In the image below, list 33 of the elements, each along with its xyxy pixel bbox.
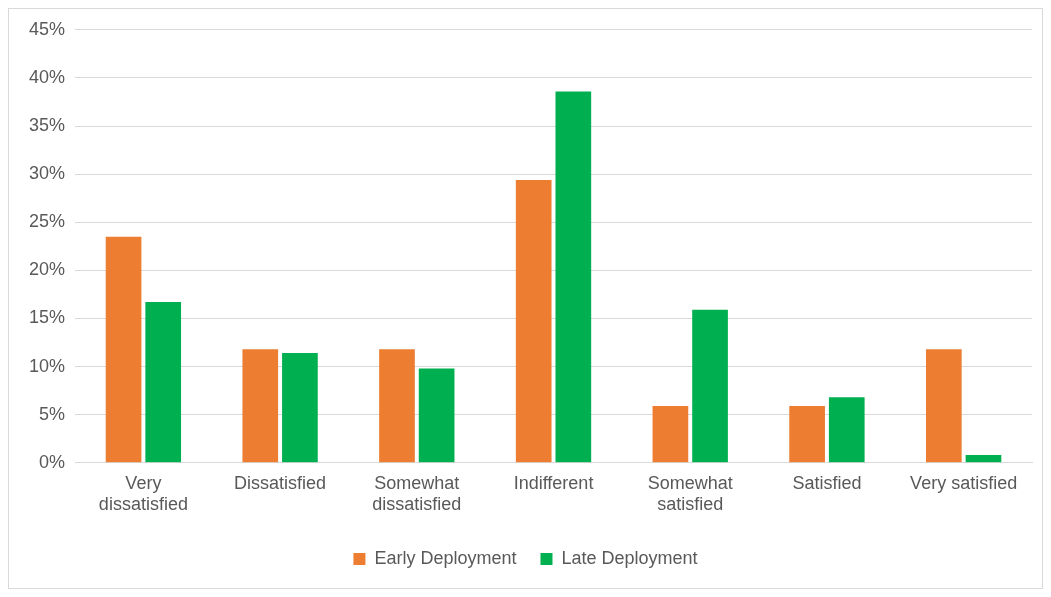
- x-tick-label: Very satisfied: [910, 472, 1018, 493]
- bar: [789, 406, 825, 463]
- x-tick-label: Satisfied: [792, 472, 862, 493]
- y-tick-label: 20%: [29, 259, 66, 280]
- bar: [925, 349, 962, 463]
- y-tick-label: 35%: [29, 114, 66, 135]
- bar: [692, 309, 728, 463]
- bar: [105, 236, 142, 463]
- y-tick-label: 5%: [39, 403, 66, 424]
- y-tick-label: 10%: [29, 355, 66, 376]
- y-tick-label: 0%: [39, 451, 66, 472]
- bar: [965, 455, 1002, 463]
- bar: [145, 302, 182, 463]
- bar: [828, 397, 865, 463]
- legend-label: Late Deployment: [561, 547, 698, 568]
- bar: [242, 349, 279, 463]
- bar: [652, 406, 689, 463]
- bar: [379, 349, 415, 463]
- bar: [418, 368, 455, 463]
- x-tick-label: Dissatisfied: [234, 472, 327, 493]
- x-tick-label: Somewhat satisfied: [647, 472, 733, 515]
- y-tick-label: 40%: [29, 66, 66, 87]
- legend-label: Early Deployment: [374, 547, 517, 568]
- bar: [282, 353, 318, 463]
- bar: [555, 91, 592, 463]
- x-tick-label: Very dissatisfied: [98, 472, 188, 515]
- y-tick-label: 25%: [29, 211, 66, 232]
- bar: [515, 179, 552, 463]
- x-tick-label: Somewhat dissatisfied: [372, 472, 462, 515]
- x-tick-label: Indifferent: [513, 472, 594, 493]
- y-tick-label: 30%: [29, 163, 66, 184]
- y-tick-label: 45%: [29, 18, 66, 39]
- y-tick-label: 15%: [29, 307, 66, 328]
